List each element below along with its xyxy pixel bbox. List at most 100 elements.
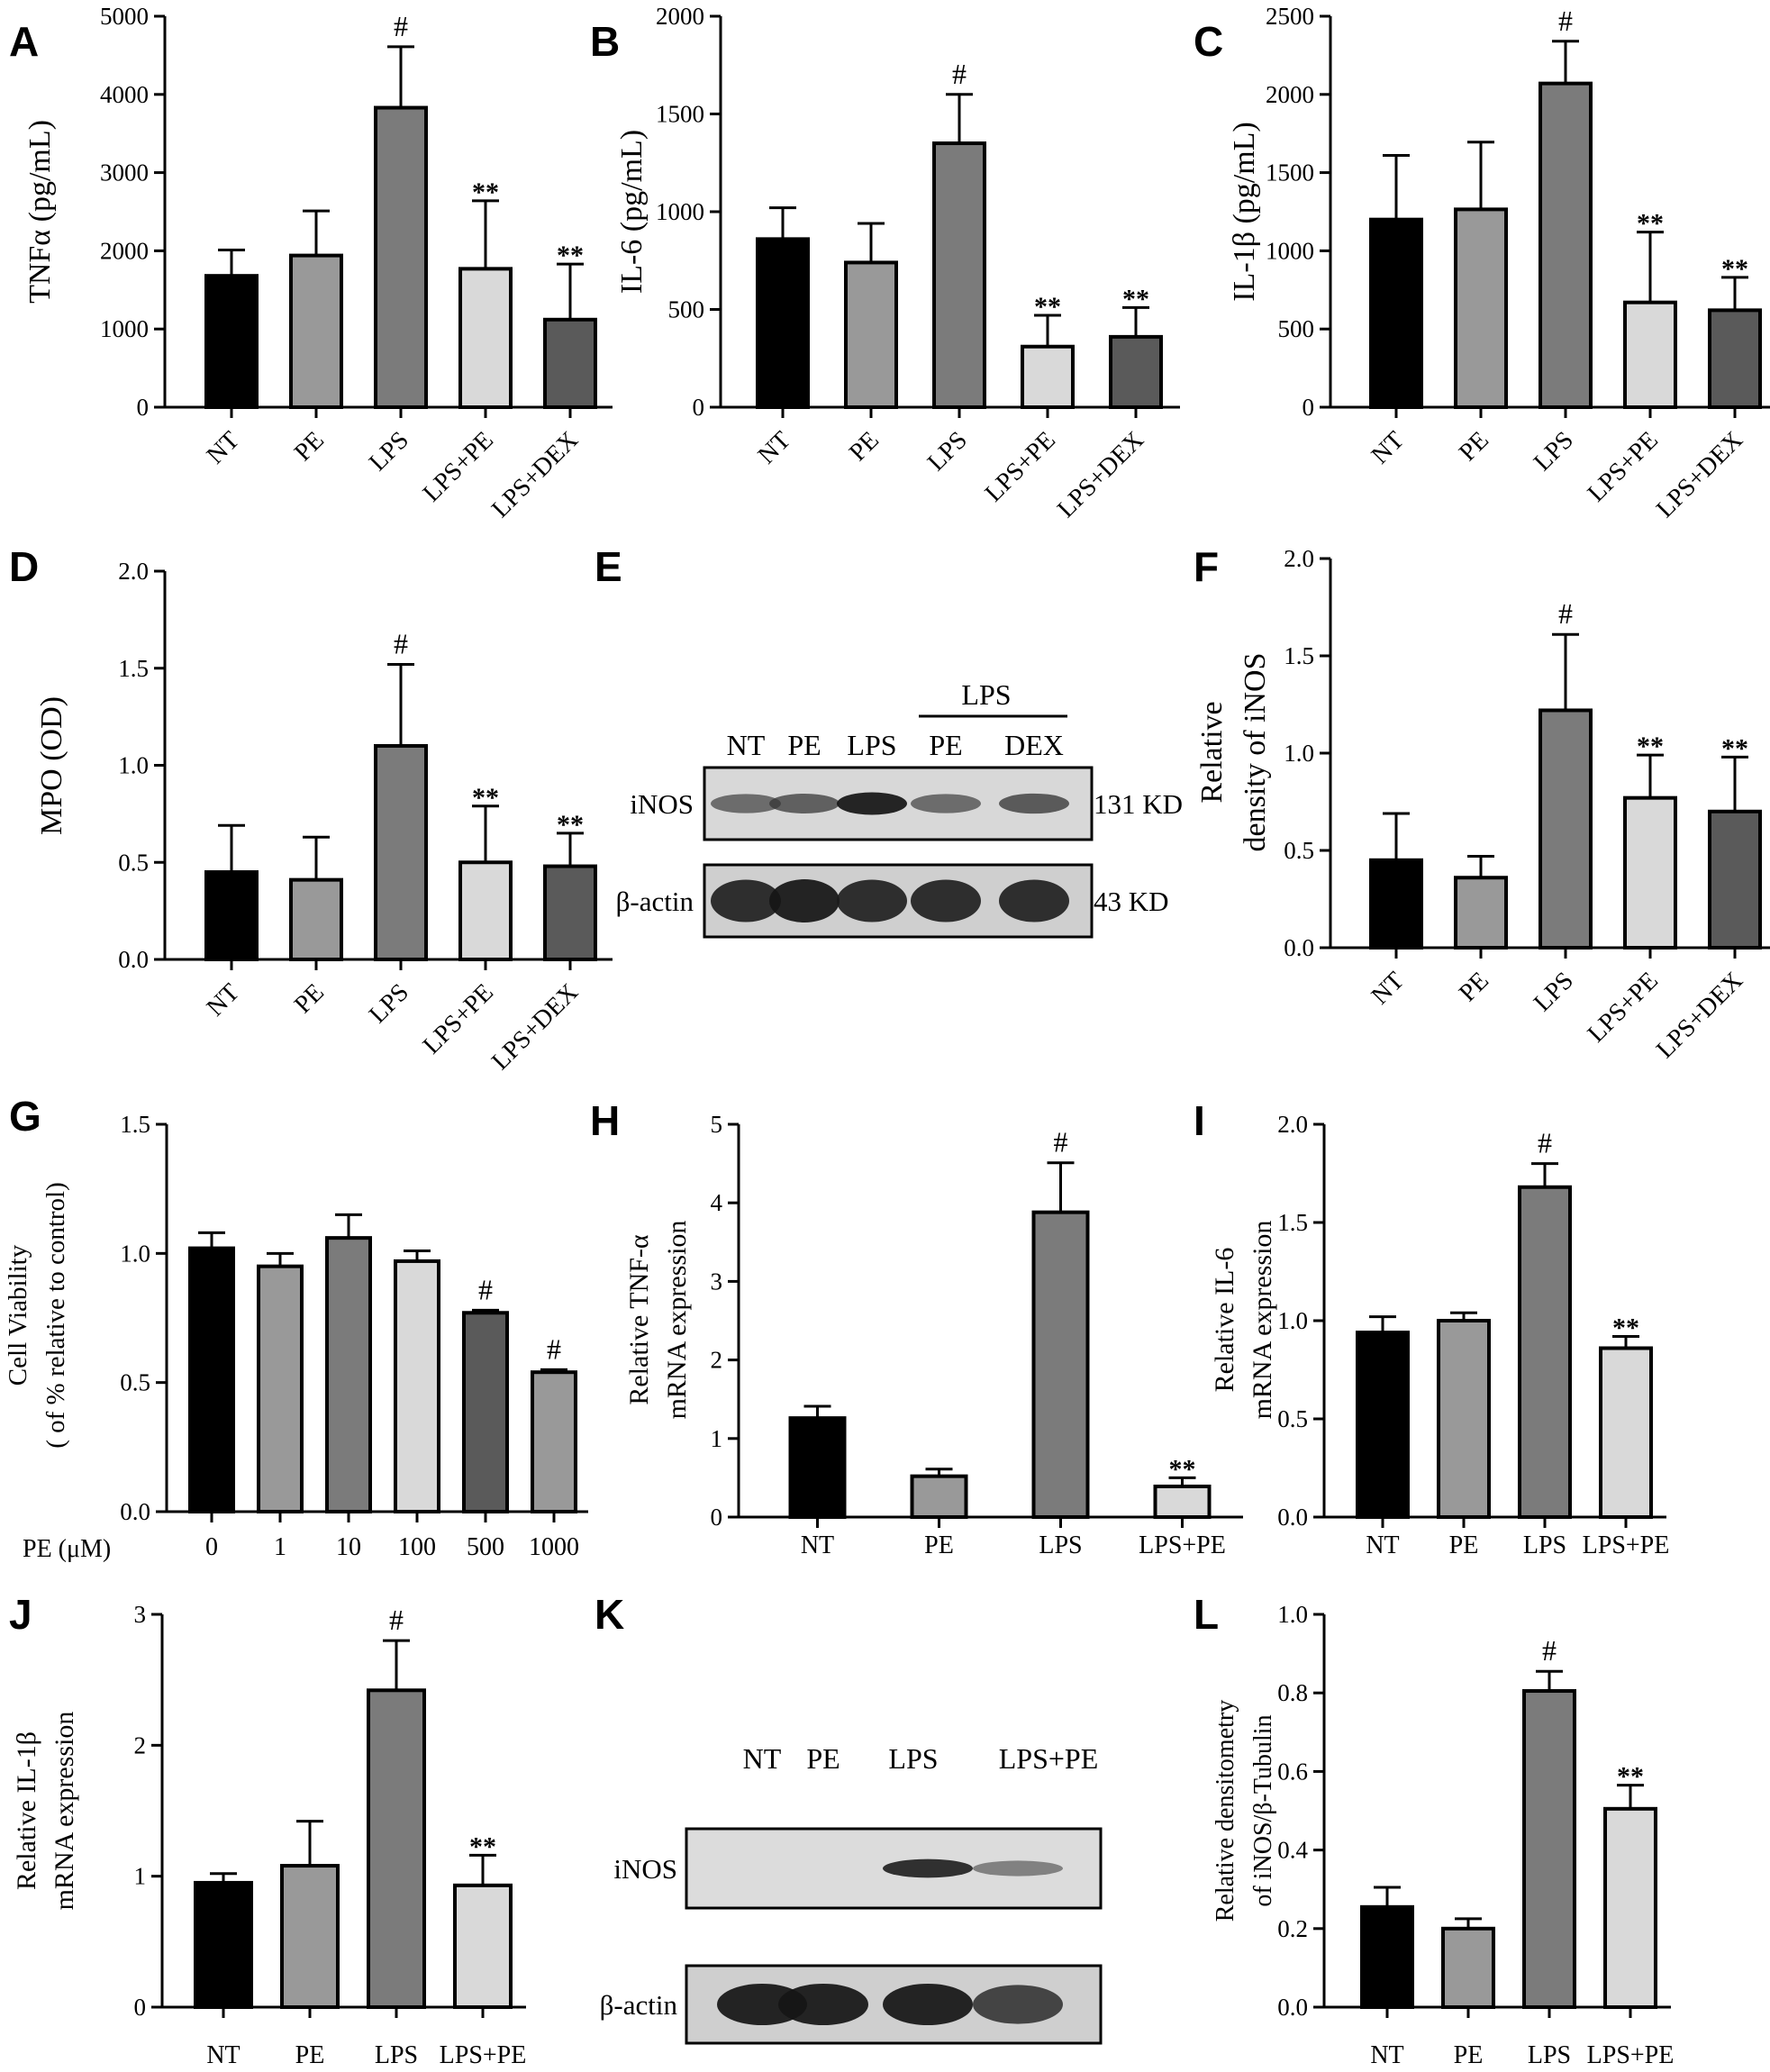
bar-a	[543, 317, 597, 409]
x-tick-label-l: LPS	[1528, 2041, 1571, 2069]
significance-mark-b: #	[952, 58, 967, 90]
y-tick-label-g: 0.5	[120, 1369, 150, 1396]
blot-row-label: iNOS	[630, 788, 694, 820]
x-tick-label-a: LPS	[364, 426, 414, 477]
blot-band	[769, 879, 840, 922]
y-tick-label-b: 1000	[656, 198, 704, 225]
x-tick-label-g: 1000	[529, 1533, 579, 1561]
y-tick-label-i: 2.0	[1277, 1111, 1308, 1138]
x-tick-label-h: NT	[801, 1531, 834, 1559]
bar-c	[1369, 217, 1423, 409]
y-axis-label-g: ( of % relative to control)	[41, 1182, 70, 1449]
blot-band	[837, 792, 907, 815]
bar-a	[374, 105, 428, 409]
panel-label-e: E	[595, 543, 622, 590]
y-tick-label-d: 1.5	[118, 655, 149, 682]
x-axis-label-g: PE (μM)	[23, 1535, 111, 1563]
y-tick-label-b: 2000	[656, 3, 704, 30]
x-tick-label-a: PE	[289, 426, 330, 467]
bar-c	[1623, 300, 1677, 409]
x-tick-label-i: PE	[1449, 1531, 1479, 1559]
x-tick-label-a: NT	[202, 426, 245, 469]
y-axis-label-l: of iNOS/β-Tubulin	[1249, 1714, 1277, 1906]
x-tick-label-c: NT	[1366, 426, 1410, 469]
x-tick-label-a: LPS+DEX	[486, 426, 584, 523]
y-tick-label-f: 2.0	[1284, 545, 1314, 572]
x-tick-label-d: PE	[289, 978, 330, 1019]
panel-label-i: I	[1194, 1097, 1205, 1144]
chart-a: 0 1000 2000 3000 4000 5000 TNFα (pg/mL) NT PE # LP…	[23, 3, 613, 523]
y-tick-label-a: 4000	[100, 81, 149, 108]
bar-i	[1518, 1185, 1572, 1519]
y-axis-label-f: density of iNOS	[1239, 653, 1272, 852]
y-tick-label-c: 0	[1303, 394, 1315, 421]
x-tick-label-d: LPS+PE	[418, 978, 499, 1059]
bar-l	[1603, 1806, 1657, 2009]
y-tick-label-b: 500	[668, 296, 705, 323]
blot-band	[973, 1860, 1063, 1877]
significance-mark-c: #	[1558, 5, 1573, 37]
y-axis-label-j: Relative IL-1β	[12, 1731, 41, 1890]
significance-mark-a: #	[394, 10, 408, 42]
y-tick-label-d: 2.0	[118, 558, 149, 585]
x-tick-label-j: NT	[206, 2041, 240, 2069]
x-tick-label-b: LPS+DEX	[1052, 426, 1149, 523]
y-axis-label-i: Relative IL-6	[1210, 1248, 1239, 1393]
bar-b	[1021, 344, 1075, 410]
blot-row-label: β-actin	[600, 1989, 678, 2021]
bar-j	[367, 1688, 426, 2009]
x-tick-label-d: LPS	[364, 978, 414, 1029]
blot-lane-label: NT	[727, 729, 766, 761]
significance-mark-c: **	[1637, 209, 1664, 239]
y-tick-label-h: 3	[711, 1268, 723, 1295]
blot-band	[837, 879, 907, 922]
x-tick-label-l: PE	[1454, 2041, 1484, 2069]
y-tick-label-l: 0.4	[1277, 1837, 1308, 1864]
y-tick-label-l: 1.0	[1277, 1601, 1308, 1628]
significance-mark-d: #	[394, 627, 408, 659]
bar-a	[458, 267, 513, 410]
x-tick-label-i: NT	[1366, 1531, 1399, 1559]
y-tick-label-j: 0	[134, 1994, 147, 2021]
x-tick-label-g: 100	[398, 1533, 436, 1561]
x-tick-label-h: PE	[924, 1531, 954, 1559]
bar-i	[1437, 1319, 1491, 1519]
bar-b	[844, 260, 898, 410]
y-tick-label-g: 1.5	[120, 1111, 150, 1138]
bar-l	[1360, 1904, 1414, 2010]
y-tick-label-d: 0.5	[118, 849, 149, 876]
significance-mark-l: #	[1542, 1634, 1557, 1667]
blot-lane-label: PE	[806, 1742, 840, 1775]
x-tick-label-l: NT	[1370, 2041, 1403, 2069]
x-tick-label-f: LPS+DEX	[1651, 967, 1748, 1064]
significance-mark-c: **	[1721, 254, 1748, 284]
significance-mark-a: **	[472, 177, 499, 207]
x-tick-label-c: PE	[1454, 426, 1494, 467]
bar-c	[1708, 308, 1762, 410]
bar-i	[1356, 1331, 1410, 1519]
x-tick-label-b: LPS	[922, 426, 973, 477]
chart-b: 0 500 1000 1500 2000 IL-6 (pg/mL) NT PE # LPS ** LP…	[615, 3, 1180, 523]
x-tick-label-j: PE	[295, 2041, 325, 2069]
significance-mark-h: #	[1054, 1126, 1068, 1159]
y-axis-label-i: mRNA expression	[1248, 1221, 1277, 1420]
x-tick-label-f: LPS+PE	[1583, 967, 1664, 1048]
bar-b	[756, 237, 810, 409]
y-tick-label-g: 0.0	[120, 1498, 150, 1525]
x-tick-label-b: LPS+PE	[980, 426, 1061, 507]
significance-mark-l: **	[1617, 1762, 1644, 1792]
x-tick-label-a: LPS+PE	[418, 426, 499, 507]
x-tick-label-c: LPS+PE	[1583, 426, 1664, 507]
bar-c	[1539, 81, 1593, 409]
panel-label-f: F	[1194, 543, 1219, 590]
y-tick-label-a: 2000	[100, 237, 149, 264]
x-tick-label-g: 1	[274, 1533, 286, 1561]
panel-label-g: G	[9, 1093, 41, 1140]
bar-g	[188, 1246, 235, 1513]
y-axis-label-d: MPO (OD)	[35, 696, 68, 835]
y-tick-label-c: 500	[1278, 315, 1315, 342]
significance-mark-b: **	[1034, 292, 1061, 322]
y-axis-label-f: Relative	[1195, 701, 1229, 803]
bar-i	[1599, 1346, 1653, 1520]
